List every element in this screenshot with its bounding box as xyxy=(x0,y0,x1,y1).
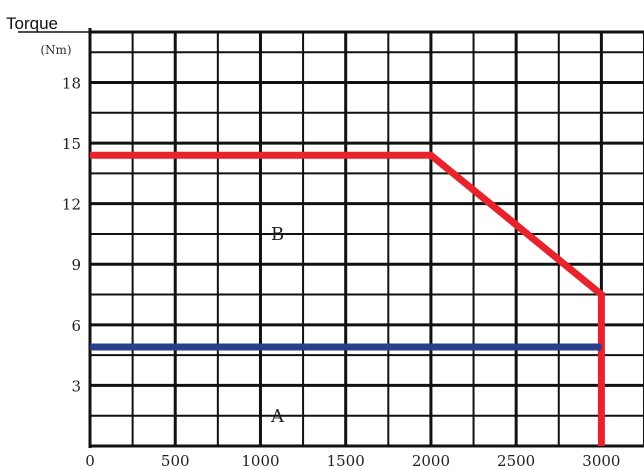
y-tick-label: 6 xyxy=(71,317,81,335)
y-axis-unit: (Nm) xyxy=(40,43,71,57)
x-tick-labels: 0 500 1000 1500 2000 2500 3000 xyxy=(85,452,620,470)
x-tick-label: 3000 xyxy=(582,452,620,470)
region-label: A xyxy=(270,406,285,427)
x-tick-label: 2000 xyxy=(412,452,450,470)
grid xyxy=(18,28,644,448)
x-tick-label: 2500 xyxy=(497,452,535,470)
annotations: BA xyxy=(270,224,285,427)
x-tick-label: 1500 xyxy=(327,452,365,470)
y-axis-label: Torque xyxy=(6,14,58,33)
y-tick-label: 15 xyxy=(62,135,81,153)
x-tick-label: 0 xyxy=(85,452,95,470)
y-tick-label: 9 xyxy=(71,256,81,274)
region-label: B xyxy=(271,224,284,245)
y-tick-label: 12 xyxy=(62,196,81,214)
y-tick-labels: 3 6 9 12 15 18 xyxy=(62,74,81,395)
series-line-1 xyxy=(90,151,605,446)
y-tick-label: 3 xyxy=(71,377,81,395)
y-tick-label: 18 xyxy=(62,74,81,92)
x-tick-label: 1000 xyxy=(241,452,279,470)
x-tick-label: 500 xyxy=(161,452,190,470)
series-group xyxy=(90,151,605,446)
